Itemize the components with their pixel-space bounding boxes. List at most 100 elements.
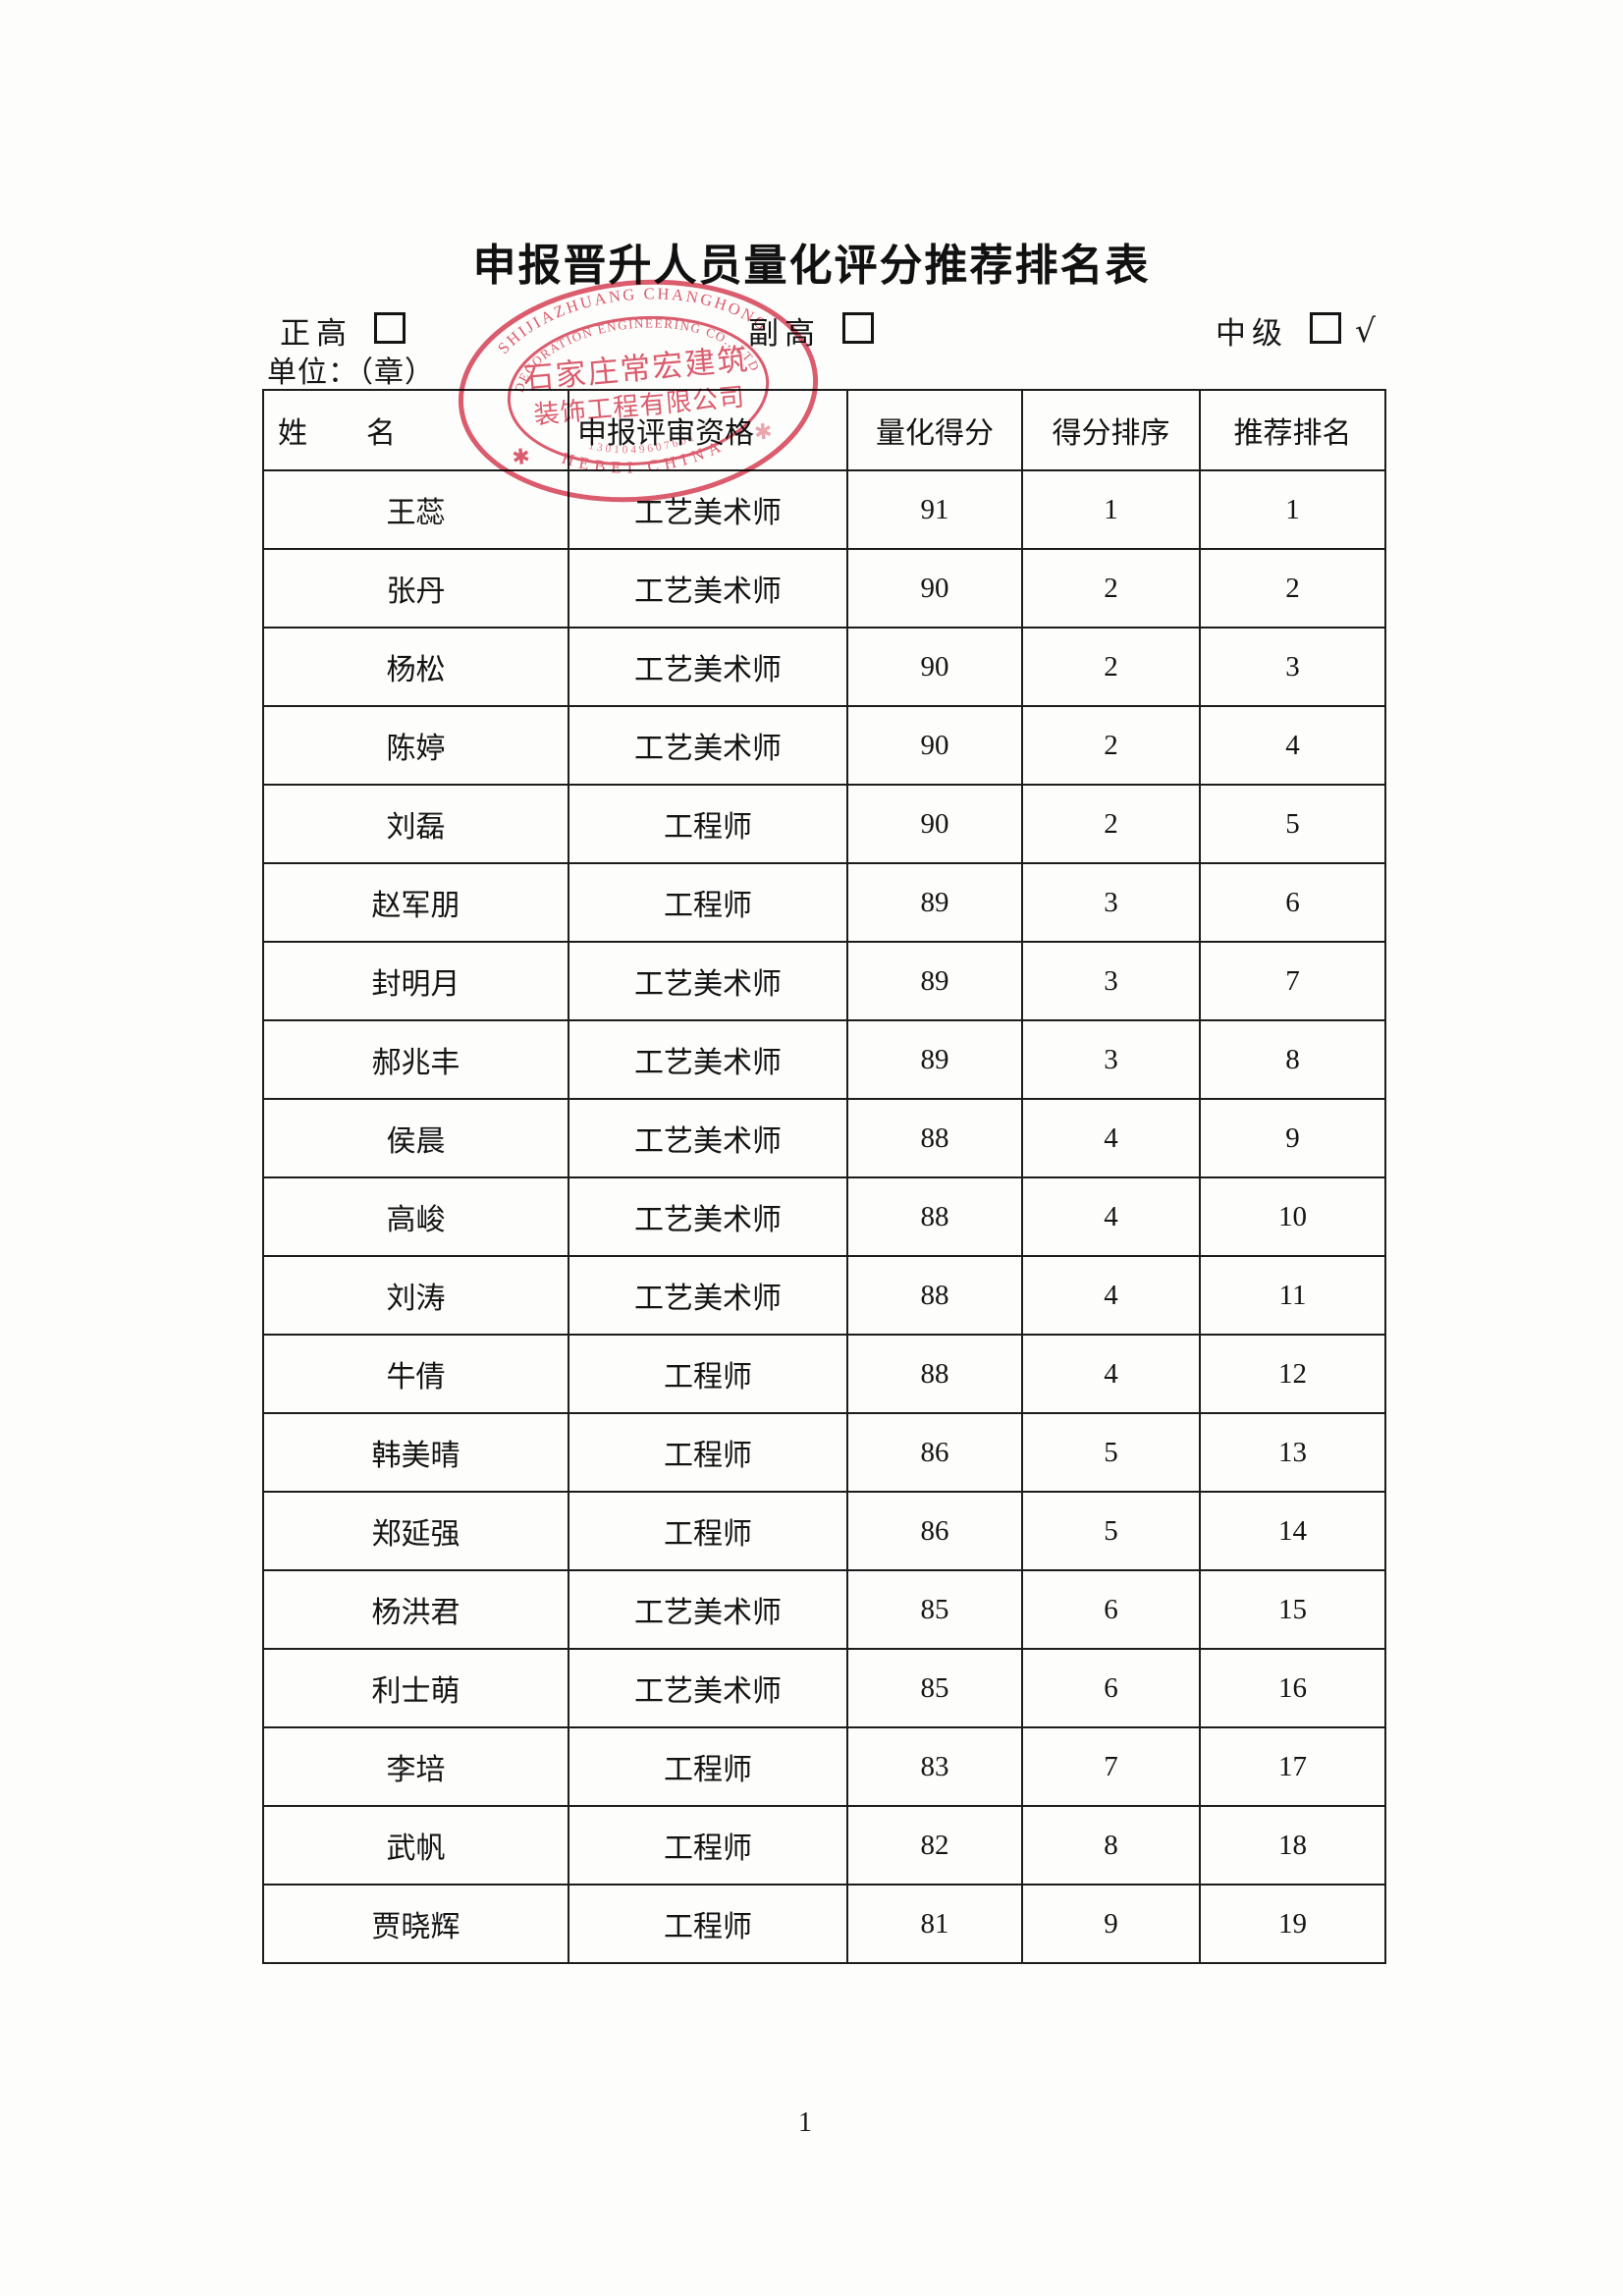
recommend-rank-cell: 1 <box>1199 469 1386 550</box>
recommend-rank-cell: 8 <box>1199 1019 1386 1100</box>
column-header: 量化得分 <box>846 389 1023 471</box>
recommend-rank-cell: 16 <box>1199 1648 1386 1728</box>
qualification-cell: 工程师 <box>568 1884 848 1964</box>
score-rank-cell: 2 <box>1021 548 1201 629</box>
table-header-row: 姓 名申报评审资格 量化得分 得分排序 推荐排名 <box>262 389 1386 471</box>
level-option-zhongji: 中级 √ <box>1216 308 1376 351</box>
name-cell: 张丹 <box>262 548 569 629</box>
score-rank-cell: 5 <box>1021 1491 1201 1571</box>
page-number: 1 <box>798 2107 812 2138</box>
name-cell: 杨洪君 <box>262 1569 569 1650</box>
score-cell: 89 <box>846 862 1023 943</box>
table-row: 王蕊 工艺美术师 91 1 1 <box>262 469 1386 550</box>
score-rank-cell: 4 <box>1021 1176 1201 1257</box>
name-cell: 杨松 <box>262 627 569 707</box>
table-row: 刘涛 工艺美术师 88 4 11 <box>262 1255 1386 1336</box>
table-row: 封明月 工艺美术师 89 3 7 <box>262 941 1386 1021</box>
score-cell: 88 <box>846 1255 1023 1336</box>
score-cell: 89 <box>846 1019 1023 1100</box>
column-header: 得分排序 <box>1021 389 1201 471</box>
table-row: 侯晨 工艺美术师 88 4 9 <box>262 1098 1386 1178</box>
column-header: 申报评审资格 <box>568 389 848 471</box>
table-row: 李培 工程师 83 7 17 <box>262 1726 1386 1807</box>
name-cell: 韩美晴 <box>262 1412 569 1493</box>
recommend-rank-cell: 14 <box>1199 1491 1386 1571</box>
recommend-rank-cell: 5 <box>1199 784 1386 864</box>
name-cell: 郑延强 <box>262 1491 569 1571</box>
table-row: 赵军朋 工程师 89 3 6 <box>262 862 1386 943</box>
recommend-rank-cell: 19 <box>1199 1884 1386 1964</box>
score-cell: 88 <box>846 1334 1023 1414</box>
qualification-cell: 工艺美术师 <box>568 1176 848 1257</box>
qualification-cell: 工艺美术师 <box>568 548 848 629</box>
name-cell: 赵军朋 <box>262 862 569 943</box>
score-rank-cell: 7 <box>1021 1726 1201 1807</box>
score-cell: 90 <box>846 784 1023 864</box>
name-cell: 武帆 <box>262 1805 569 1886</box>
score-rank-cell: 3 <box>1021 941 1201 1021</box>
qualification-cell: 工艺美术师 <box>568 941 848 1021</box>
table-row: 张丹 工艺美术师 90 2 2 <box>262 548 1386 629</box>
score-rank-cell: 3 <box>1021 862 1201 943</box>
recommend-rank-cell: 2 <box>1199 548 1386 629</box>
score-cell: 81 <box>846 1884 1023 1964</box>
recommend-rank-cell: 3 <box>1199 627 1386 707</box>
table-row: 高峻 工艺美术师 88 4 10 <box>262 1176 1386 1257</box>
checkbox-fugao <box>842 311 874 344</box>
score-rank-cell: 4 <box>1021 1255 1201 1336</box>
score-rank-cell: 8 <box>1021 1805 1201 1886</box>
table-row: 郑延强 工程师 86 5 14 <box>262 1491 1386 1571</box>
unit-seal-label: 单位：（章） <box>267 356 435 389</box>
name-cell: 侯晨 <box>262 1098 569 1178</box>
name-cell: 牛倩 <box>262 1334 569 1414</box>
table-body: 王蕊 工艺美术师 91 1 1 张丹 工艺美术师 90 2 2 杨松 工艺美术师 90 2 3 陈婷 工艺美术师… <box>262 469 1386 1964</box>
recommend-rank-cell: 10 <box>1199 1176 1386 1257</box>
checkbox-zhenggao <box>374 311 406 344</box>
score-cell: 82 <box>846 1805 1023 1886</box>
recommend-rank-cell: 11 <box>1199 1255 1386 1336</box>
level-option-zhenggao: 正高 <box>280 308 406 351</box>
recommend-rank-cell: 6 <box>1199 862 1386 943</box>
score-cell: 85 <box>846 1648 1023 1728</box>
level-option-fugao: 副高 <box>748 308 874 351</box>
score-rank-cell: 5 <box>1021 1412 1201 1493</box>
column-header: 姓 名 <box>262 389 569 471</box>
table-row: 韩美晴 工程师 86 5 13 <box>262 1412 1386 1493</box>
score-cell: 88 <box>846 1098 1023 1178</box>
name-cell: 李培 <box>262 1726 569 1807</box>
table-row: 陈婷 工艺美术师 90 2 4 <box>262 705 1386 786</box>
qualification-cell: 工艺美术师 <box>568 627 848 707</box>
recommend-rank-cell: 15 <box>1199 1569 1386 1650</box>
score-cell: 90 <box>846 705 1023 786</box>
page-title: 申报晋升人员量化评分推荐排名表 <box>472 242 1151 290</box>
score-rank-cell: 2 <box>1021 784 1201 864</box>
qualification-cell: 工艺美术师 <box>568 705 848 786</box>
recommend-rank-cell: 13 <box>1199 1412 1386 1493</box>
score-cell: 90 <box>846 548 1023 629</box>
table-row: 利士萌 工艺美术师 85 6 16 <box>262 1648 1386 1728</box>
checkbox-zhongji <box>1310 311 1341 344</box>
name-cell: 刘涛 <box>262 1255 569 1336</box>
name-cell: 高峻 <box>262 1176 569 1257</box>
qualification-cell: 工艺美术师 <box>568 1569 848 1650</box>
score-cell: 88 <box>846 1176 1023 1257</box>
table-row: 杨洪君 工艺美术师 85 6 15 <box>262 1569 1386 1650</box>
score-rank-cell: 4 <box>1021 1098 1201 1178</box>
score-rank-cell: 2 <box>1021 705 1201 786</box>
name-cell: 贾晓辉 <box>262 1884 569 1964</box>
table-row: 刘磊 工程师 90 2 5 <box>262 784 1386 864</box>
qualification-cell: 工艺美术师 <box>568 469 848 550</box>
recommend-rank-cell: 17 <box>1199 1726 1386 1807</box>
qualification-cell: 工艺美术师 <box>568 1019 848 1100</box>
name-cell: 封明月 <box>262 941 569 1021</box>
score-rank-cell: 6 <box>1021 1648 1201 1728</box>
score-cell: 89 <box>846 941 1023 1021</box>
recommend-rank-cell: 4 <box>1199 705 1386 786</box>
recommend-rank-cell: 18 <box>1199 1805 1386 1886</box>
qualification-cell: 工程师 <box>568 1491 848 1571</box>
score-rank-cell: 3 <box>1021 1019 1201 1100</box>
score-rank-cell: 6 <box>1021 1569 1201 1650</box>
qualification-cell: 工程师 <box>568 1726 848 1807</box>
score-rank-cell: 1 <box>1021 469 1201 550</box>
